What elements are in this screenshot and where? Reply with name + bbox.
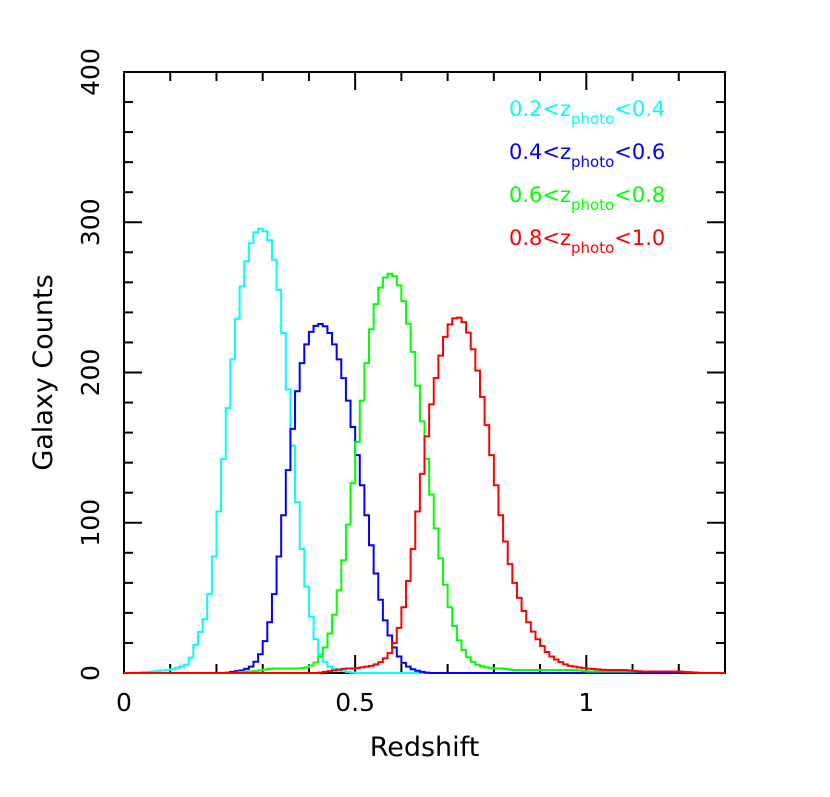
y-tick-label: 100 xyxy=(76,499,105,547)
series-lines xyxy=(124,227,725,674)
legend-entry-1: 0.2<zphoto<0.4 xyxy=(509,97,665,128)
x-tick-label: 0.5 xyxy=(335,688,375,717)
series-line-4 xyxy=(124,316,725,674)
x-tick-label: 1 xyxy=(578,688,594,717)
series-line-2 xyxy=(124,323,725,674)
y-tick-label: 0 xyxy=(76,665,105,681)
legend-entry-4: 0.8<zphoto<1.0 xyxy=(509,226,665,257)
y-tick-label: 400 xyxy=(76,48,105,96)
legend-entry-3: 0.6<zphoto<0.8 xyxy=(509,183,665,214)
axis-tick-labels: 0 0.5 1 0 100 200 300 400 xyxy=(76,48,594,717)
y-tick-label: 200 xyxy=(76,349,105,397)
series-line-3 xyxy=(124,272,725,674)
x-axis-title: Redshift xyxy=(370,732,480,763)
x-tick-label: 0 xyxy=(116,688,132,717)
y-axis-title: Galaxy Counts xyxy=(28,274,59,470)
legend: 0.2<zphoto<0.4 0.4<zphoto<0.6 0.6<zphoto<0… xyxy=(509,97,665,257)
legend-entry-2: 0.4<zphoto<0.6 xyxy=(509,140,665,171)
y-tick-label: 300 xyxy=(76,198,105,246)
